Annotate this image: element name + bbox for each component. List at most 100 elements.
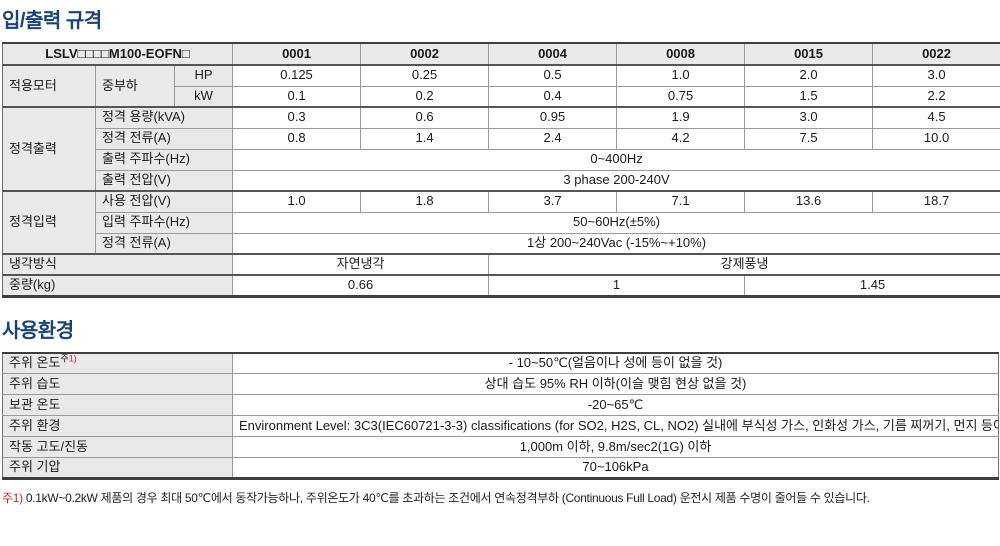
ambient-pressure-value: 70~106kPa	[232, 457, 999, 479]
output-current-value: 4.2	[616, 127, 746, 150]
env-title: 사용환경	[2, 319, 74, 342]
altitude-vibration-value: 1,000m 이하, 9.8m/sec2(1G) 이하	[232, 436, 999, 458]
kw-value: 2.2	[872, 85, 1000, 108]
input-frequency-row: 입력 주파수(Hz) 50~60Hz(±5%)	[3, 211, 1000, 234]
kw-value: 0.2	[360, 85, 490, 108]
input-voltage-value: 1.0	[232, 190, 362, 213]
io-spec-title: 입/출력 규격	[2, 10, 102, 32]
input-current-row: 정격 전류(A) 1상 200~240Vac (-15%~+10%)	[3, 232, 1000, 255]
ambient-temperature-value: - 10~50℃(얼음이나 성에 등이 없을 것)	[232, 351, 999, 374]
altitude-vibration-row: 작동 고도/진동 1,000m 이하, 9.8m/sec2(1G) 이하	[2, 436, 999, 458]
output-current-value: 10.0	[872, 127, 1000, 150]
kw-value: 0.75	[616, 85, 746, 108]
rated-capacity-value: 0.3	[232, 106, 362, 129]
capacity-column-header: 0004	[488, 42, 618, 66]
capacity-column-header: 0008	[616, 42, 746, 66]
output-current-label: 정격 전류(A)	[94, 127, 234, 150]
input-current-value: 1상 200~240Vac (-15%~+10%)	[232, 232, 1000, 255]
hp-value: 1.0	[616, 64, 746, 87]
rated-input-group-label: 정격입력	[2, 190, 96, 255]
ambient-environment-value: Environment Level: 3C3(IEC60721-3-3) cla…	[232, 415, 999, 437]
input-voltage-value: 7.1	[616, 190, 746, 213]
storage-temperature-label: 보관 온도	[2, 394, 233, 416]
storage-temperature-value: -20~65℃	[232, 394, 999, 416]
ambient-humidity-label: 주위 습도	[2, 373, 233, 395]
ambient-humidity-value: 상대 습도 95% RH 이하(이슬 맺힘 현상 없을 것)	[232, 373, 999, 395]
note-ref: 주1)	[60, 353, 77, 364]
rated-capacity-value: 0.6	[360, 106, 490, 129]
hp-value: 0.5	[488, 64, 618, 87]
footnote-text: 0.1kW~0.2kW 제품의 경우 최대 50℃에서 동작가능하나, 주위온도…	[25, 491, 870, 505]
output-capacity-row: 정격출력 정격 용량(kVA) 0.3 0.6 0.95 1.9 3.0 4.5	[2, 106, 1000, 192]
output-current-value: 7.5	[744, 127, 874, 150]
storage-temperature-row: 보관 온도 -20~65℃	[2, 394, 999, 416]
heavy-duty-label: 중부하	[95, 64, 175, 108]
kw-value: 1.5	[744, 85, 874, 108]
capacity-column-header: 0002	[360, 42, 490, 66]
ambient-pressure-row: 주위 기압 70~106kPa	[2, 457, 999, 479]
weight-row: 중량(kg) 0.66 1 1.45	[1, 274, 1000, 297]
motor-hp-row: 적용모터 중부하 HP 0.125 0.25 0.5 1.0 2.0 3.0	[2, 64, 1000, 108]
cooling-label: 냉각방식	[1, 253, 234, 276]
output-current-value: 2.4	[488, 127, 618, 150]
weight-label: 중량(kg)	[1, 274, 234, 297]
hp-value: 2.0	[744, 64, 874, 87]
rated-capacity-value: 4.5	[872, 106, 1000, 129]
capacity-column-header: 0015	[744, 42, 874, 66]
output-voltage-row: 출력 전압(V) 3 phase 200-240V	[3, 169, 1000, 192]
motor-group-label: 적용모터	[2, 64, 96, 108]
ambient-humidity-row: 주위 습도 상대 습도 95% RH 이하(이슬 맺힘 현상 없을 것)	[2, 373, 999, 395]
output-current-row: 정격 전류(A) 0.8 1.4 2.4 4.2 7.5 10.0	[3, 127, 1000, 150]
kw-value: 0.4	[488, 85, 618, 108]
ambient-temperature-label: 주위 온도주1)	[2, 351, 233, 374]
capacity-column-header: 0001	[232, 42, 362, 66]
hp-label: HP	[173, 64, 234, 87]
weight-value: 0.66	[232, 274, 490, 297]
input-voltage-value: 18.7	[872, 190, 1000, 213]
input-voltage-value: 3.7	[488, 190, 618, 213]
weight-value: 1	[488, 274, 746, 297]
io-spec-table: LSLV□□□□M100-EOFN□ 0001 0002 0004 0008 0…	[1, 42, 1000, 298]
cooling-natural-value: 자연냉각	[232, 253, 490, 276]
capacity-column-header: 0022	[872, 42, 1000, 66]
output-current-value: 0.8	[232, 127, 362, 150]
spec-sheet-page: 입/출력 규격 LSLV□□□□M100-EOFN□ 0001 0002 000…	[1, 0, 1000, 506]
ambient-pressure-label: 주위 기압	[2, 457, 233, 479]
input-frequency-label: 입력 주파수(Hz)	[94, 211, 234, 234]
rated-capacity-label: 정격 용량(kVA)	[94, 106, 234, 129]
footnote: 주1) 0.1kW~0.2kW 제품의 경우 최대 50℃에서 동작가능하나, …	[2, 489, 998, 506]
cooling-forced-value: 강제풍냉	[488, 253, 1000, 276]
weight-value: 1.45	[744, 274, 1000, 297]
model-name-cell: LSLV□□□□M100-EOFN□	[1, 42, 234, 66]
io-header-row: LSLV□□□□M100-EOFN□ 0001 0002 0004 0008 0…	[1, 42, 1000, 66]
kw-label: kW	[173, 85, 234, 108]
altitude-vibration-label: 작동 고도/진동	[2, 436, 233, 458]
output-voltage-value: 3 phase 200-240V	[232, 169, 1000, 192]
output-voltage-label: 출력 전압(V)	[94, 169, 234, 192]
hp-value: 0.25	[360, 64, 490, 87]
ambient-environment-label: 주위 환경	[2, 415, 233, 437]
input-current-label: 정격 전류(A)	[94, 232, 234, 255]
env-table: 주위 온도주1) - 10~50℃(얼음이나 성에 등이 없을 것) 주위 습도…	[2, 351, 999, 480]
input-voltage-value: 1.8	[360, 190, 490, 213]
rated-output-group-label: 정격출력	[2, 106, 96, 192]
hp-value: 3.0	[872, 64, 1000, 87]
rated-capacity-value: 0.95	[488, 106, 618, 129]
output-frequency-label: 출력 주파수(Hz)	[94, 148, 234, 171]
input-voltage-row: 정격입력 사용 전압(V) 1.0 1.8 3.7 7.1 13.6 18.7	[2, 190, 1000, 255]
output-frequency-row: 출력 주파수(Hz) 0~400Hz	[3, 148, 1000, 171]
input-voltage-label: 사용 전압(V)	[94, 190, 234, 213]
input-voltage-value: 13.6	[744, 190, 874, 213]
footnote-marker: 주1)	[2, 491, 23, 505]
output-current-value: 1.4	[360, 127, 490, 150]
ambient-temperature-row: 주위 온도주1) - 10~50℃(얼음이나 성에 등이 없을 것)	[2, 351, 999, 374]
motor-kw-row: kW 0.1 0.2 0.4 0.75 1.5 2.2	[3, 85, 1000, 108]
input-frequency-value: 50~60Hz(±5%)	[232, 211, 1000, 234]
cooling-row: 냉각방식 자연냉각 강제풍냉	[1, 253, 1000, 276]
output-frequency-value: 0~400Hz	[232, 148, 1000, 171]
rated-capacity-value: 3.0	[744, 106, 874, 129]
hp-value: 0.125	[232, 64, 362, 87]
ambient-environment-row: 주위 환경 Environment Level: 3C3(IEC60721-3-…	[2, 415, 999, 437]
rated-capacity-value: 1.9	[616, 106, 746, 129]
kw-value: 0.1	[232, 85, 362, 108]
